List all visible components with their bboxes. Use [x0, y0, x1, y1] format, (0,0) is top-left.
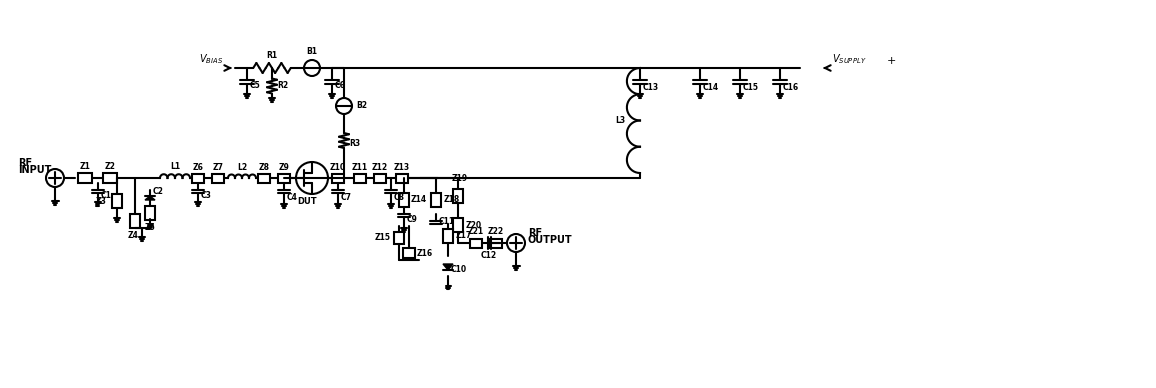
Bar — [129, 214, 140, 228]
Text: RF: RF — [528, 228, 542, 238]
Text: C3: C3 — [201, 192, 212, 201]
Text: Z19: Z19 — [452, 174, 468, 183]
Bar — [103, 173, 117, 183]
Bar — [453, 218, 464, 232]
Text: Z14: Z14 — [412, 196, 427, 204]
Text: C11: C11 — [439, 218, 455, 227]
Text: C2: C2 — [153, 187, 164, 196]
Text: Z6: Z6 — [193, 163, 203, 171]
Text: B1: B1 — [306, 47, 318, 56]
Text: $V_{BIAS}$: $V_{BIAS}$ — [199, 52, 223, 66]
Text: C16: C16 — [783, 83, 799, 92]
Text: L3: L3 — [615, 116, 625, 125]
Bar — [453, 189, 464, 203]
Text: Z4: Z4 — [127, 231, 139, 240]
Text: Z18: Z18 — [444, 196, 460, 204]
Polygon shape — [443, 264, 453, 270]
Text: DUT: DUT — [297, 197, 317, 206]
Polygon shape — [144, 196, 155, 200]
Bar — [144, 206, 155, 220]
Text: Z5: Z5 — [144, 223, 155, 232]
Text: RF: RF — [18, 158, 32, 168]
Bar — [277, 173, 290, 182]
Bar — [375, 173, 386, 182]
Text: $V_{SUPPLY}$: $V_{SUPPLY}$ — [832, 52, 867, 66]
Bar — [490, 239, 502, 248]
Text: L2: L2 — [237, 163, 247, 171]
Text: C1: C1 — [101, 192, 111, 201]
Text: +: + — [887, 56, 896, 66]
Text: C4: C4 — [287, 192, 298, 201]
Text: Z12: Z12 — [372, 163, 388, 171]
Bar — [192, 173, 203, 182]
Text: C15: C15 — [743, 83, 759, 92]
Text: R3: R3 — [349, 139, 361, 147]
Bar — [394, 232, 403, 244]
Text: C5: C5 — [250, 81, 261, 90]
Text: Z8: Z8 — [259, 163, 269, 171]
Text: C8: C8 — [394, 192, 405, 201]
Text: Z20: Z20 — [466, 220, 482, 229]
Text: C9: C9 — [407, 215, 417, 225]
Text: Z15: Z15 — [375, 234, 391, 242]
Bar — [112, 194, 123, 208]
Text: R1: R1 — [266, 51, 277, 60]
Text: C7: C7 — [341, 192, 351, 201]
Bar — [431, 193, 440, 207]
Text: Z22: Z22 — [488, 227, 504, 237]
Text: Z1: Z1 — [80, 162, 90, 171]
Text: C14: C14 — [703, 83, 719, 92]
Text: Z17: Z17 — [455, 232, 473, 241]
Bar — [443, 229, 453, 243]
Text: Z7: Z7 — [213, 163, 223, 171]
Text: Z13: Z13 — [394, 163, 410, 171]
Bar — [397, 173, 408, 182]
Bar — [470, 239, 482, 248]
Text: Z2: Z2 — [104, 162, 116, 171]
Bar — [212, 173, 224, 182]
Text: Z16: Z16 — [417, 248, 434, 258]
Text: B2: B2 — [356, 102, 366, 111]
Text: C13: C13 — [643, 83, 659, 92]
Text: C10: C10 — [451, 265, 467, 274]
Text: R2: R2 — [277, 81, 288, 90]
Text: L1: L1 — [170, 162, 180, 171]
Text: INPUT: INPUT — [18, 165, 51, 175]
Bar — [403, 248, 415, 258]
Text: Z11: Z11 — [351, 163, 368, 171]
Text: Z9: Z9 — [279, 163, 289, 171]
Text: Z10: Z10 — [329, 163, 346, 171]
Text: C6: C6 — [335, 81, 346, 90]
Text: Z21: Z21 — [468, 227, 484, 237]
Bar — [332, 173, 344, 182]
Bar — [354, 173, 366, 182]
Bar — [258, 173, 271, 182]
Bar — [77, 173, 92, 183]
Text: OUTPUT: OUTPUT — [528, 235, 572, 245]
Bar — [399, 193, 409, 207]
Text: C12: C12 — [481, 251, 497, 260]
Text: Z3: Z3 — [96, 196, 108, 206]
